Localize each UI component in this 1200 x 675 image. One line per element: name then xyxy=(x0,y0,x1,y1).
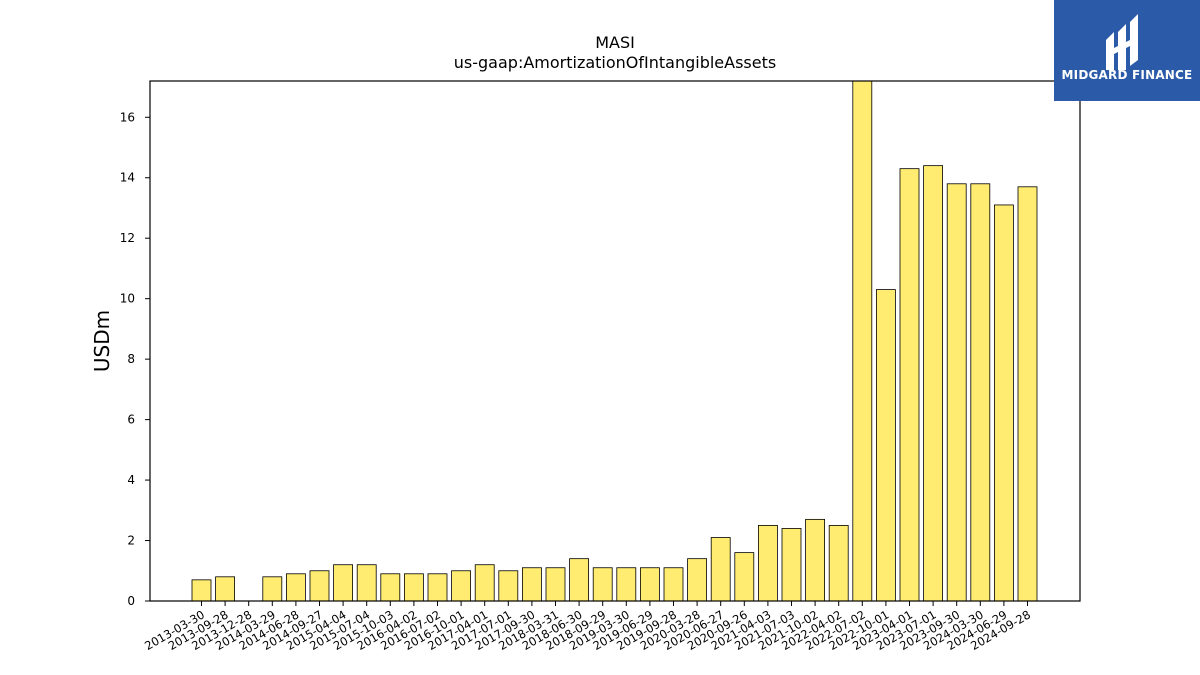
bar-2021-04-03 xyxy=(758,525,778,602)
bar-2023-07-01 xyxy=(923,165,943,602)
y-tick-label: 12 xyxy=(120,231,135,245)
bar-2018-03-31 xyxy=(545,567,566,602)
bar-2014-06-28 xyxy=(285,573,306,602)
y-axis-ticks: 0 2 4 6 8 10 12 14 16 xyxy=(120,110,150,608)
y-tick-label: 6 xyxy=(127,413,135,427)
y-tick-label: 10 xyxy=(120,292,135,306)
bar-2022-04-02 xyxy=(828,525,849,602)
bar-2017-04-01 xyxy=(474,564,495,602)
bar-2020-09-26 xyxy=(734,552,755,602)
x-axis-ticks: 2013-03-302013-09-282013-12-282014-03-29… xyxy=(142,601,1033,653)
bar-2016-04-02 xyxy=(403,573,424,602)
bar-2018-09-29 xyxy=(592,567,613,602)
bar-2019-09-28 xyxy=(663,567,684,602)
logo-text: MIDGARD FINANCE xyxy=(1061,68,1193,82)
bar-2014-03-29 xyxy=(262,576,283,602)
bar-2019-03-30 xyxy=(616,567,637,602)
bar-2021-10-02 xyxy=(805,518,825,602)
bar-2016-10-01 xyxy=(451,570,472,602)
y-tick-label: 14 xyxy=(120,171,135,185)
bar-2024-03-30 xyxy=(970,183,991,602)
bar-2015-07-04 xyxy=(356,564,377,602)
bar-2017-07-01 xyxy=(498,570,519,602)
plot-frame xyxy=(149,80,1081,602)
y-tick-label: 8 xyxy=(127,352,135,366)
y-axis-label: USDm xyxy=(90,310,114,372)
y-tick-label: 16 xyxy=(120,110,135,124)
logo-mark-icon xyxy=(1054,0,1200,101)
bar-2019-06-29 xyxy=(640,567,660,602)
bar-2020-03-28 xyxy=(687,558,707,602)
bar-2015-10-03 xyxy=(380,573,401,602)
bar-2016-07-02 xyxy=(427,573,448,602)
y-tick-label: 4 xyxy=(127,473,135,487)
bar-2023-09-30 xyxy=(946,183,967,602)
bar-2022-10-01 xyxy=(876,289,896,602)
bar-2014-09-27 xyxy=(309,570,330,602)
bars-group xyxy=(191,80,1038,602)
y-tick-label: 2 xyxy=(127,534,135,548)
bar-2013-09-28 xyxy=(215,576,236,602)
bar-2018-06-30 xyxy=(569,558,589,602)
bar-2023-04-01 xyxy=(899,168,920,602)
bar-2024-09-28 xyxy=(1017,186,1038,602)
bar-2015-04-04 xyxy=(333,564,354,602)
bar-2017-09-30 xyxy=(522,567,542,602)
bar-2020-06-27 xyxy=(710,537,731,602)
y-tick-label: 0 xyxy=(127,594,135,608)
bar-2013-03-30 xyxy=(191,579,212,602)
bar-2021-07-03 xyxy=(781,528,802,602)
chart-subtitle: us-gaap:AmortizationOfIntangibleAssets xyxy=(454,53,776,72)
chart-title: MASI xyxy=(595,33,635,52)
bar-2024-06-29 xyxy=(994,204,1014,602)
midgard-finance-logo: MIDGARD FINANCE xyxy=(1054,0,1200,101)
bar-2022-07-02 xyxy=(852,80,873,602)
